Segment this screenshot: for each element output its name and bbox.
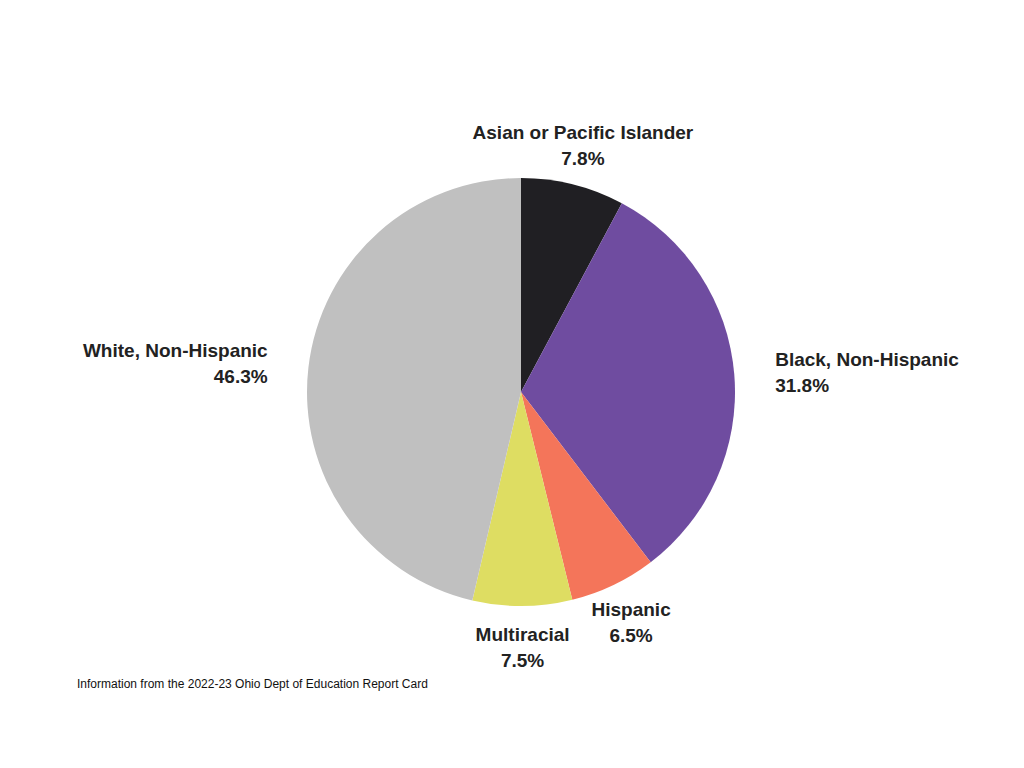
slice-category-label: Hispanic (592, 599, 672, 620)
slice-category-label: Asian or Pacific Islander (473, 122, 694, 143)
source-note: Information from the 2022-23 Ohio Dept o… (77, 677, 428, 691)
slice-value-label: 7.8% (561, 148, 604, 169)
pie (307, 178, 735, 606)
slice-value-label: 31.8% (775, 375, 829, 396)
pie-slice (307, 178, 521, 600)
slice-category-label: Multiracial (476, 624, 570, 645)
background (0, 0, 1024, 768)
slice-value-label: 46.3% (214, 366, 268, 387)
chart-svg: Asian or Pacific Islander 7.8% Black, Non-… (0, 0, 1024, 768)
slice-value-label: 6.5% (609, 625, 652, 646)
slice-category-label: Black, Non-Hispanic (775, 349, 959, 370)
slice-category-label: White, Non-Hispanic (83, 340, 268, 361)
slice-value-label: 7.5% (501, 650, 544, 671)
chart-container: Asian or Pacific Islander 7.8% Black, Non-… (0, 0, 1024, 768)
slice-labels: Asian or Pacific Islander 7.8% Black, Non-… (83, 122, 959, 671)
